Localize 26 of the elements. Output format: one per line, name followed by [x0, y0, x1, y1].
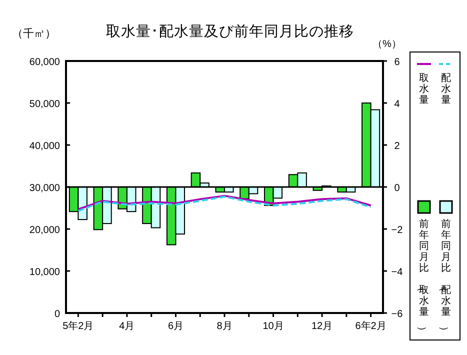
- y-axis-title: （千㎥）: [12, 27, 56, 40]
- x-tick-label: 5年2月: [62, 320, 94, 332]
- x-tick-label: 8月: [216, 321, 232, 332]
- y2-tick-label: −4: [391, 267, 404, 278]
- y2-tick-label: 6: [394, 57, 400, 68]
- y2-axis-title: （%）: [372, 39, 402, 50]
- legend-label: 配水量: [441, 73, 451, 106]
- x-tick-label: 10月: [262, 321, 284, 332]
- y-tick-label: 40,000: [29, 141, 60, 152]
- y-tick-label: 20,000: [29, 225, 60, 236]
- y2-tick-label: 2: [394, 141, 400, 152]
- y-tick-label: 10,000: [29, 267, 60, 278]
- y2-tick-label: 4: [394, 99, 400, 110]
- legend-label: 取水量: [419, 73, 429, 106]
- x-tick-label: 6年2月: [355, 320, 386, 332]
- y-tick-label: 60,000: [29, 57, 60, 68]
- y-tick-label: 50,000: [29, 99, 60, 110]
- y2-tick-label: 0: [394, 183, 400, 194]
- chart-title: 取水量･配水量及び前年同月比の推移: [106, 23, 354, 40]
- y2-tick-label: −6: [391, 309, 404, 320]
- y-tick-label: 0: [54, 309, 60, 320]
- x-tick-label: 6月: [168, 321, 184, 332]
- x-tick-label: 12月: [311, 321, 333, 332]
- x-tick-label: 4月: [119, 321, 135, 332]
- y2-tick-label: −2: [391, 225, 404, 236]
- y-tick-label: 30,000: [29, 183, 60, 194]
